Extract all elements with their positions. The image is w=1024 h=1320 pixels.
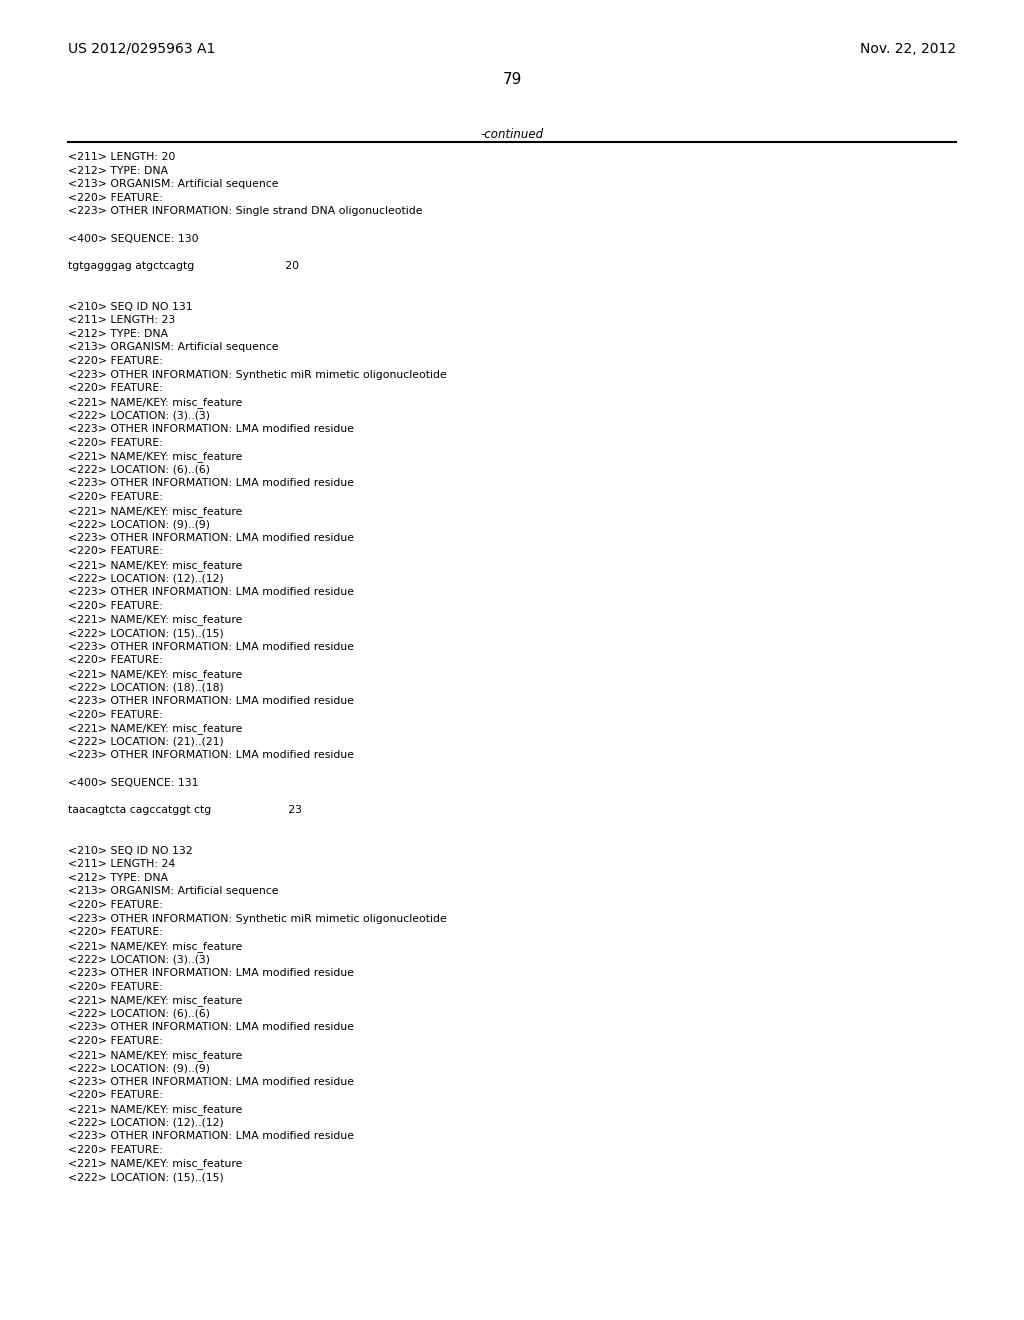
Text: <400> SEQUENCE: 130: <400> SEQUENCE: 130 (68, 234, 199, 244)
Text: <223> OTHER INFORMATION: LMA modified residue: <223> OTHER INFORMATION: LMA modified re… (68, 424, 354, 434)
Text: <220> FEATURE:: <220> FEATURE: (68, 710, 163, 719)
Text: <222> LOCATION: (15)..(15): <222> LOCATION: (15)..(15) (68, 628, 224, 638)
Text: <220> FEATURE:: <220> FEATURE: (68, 438, 163, 447)
Text: <212> TYPE: DNA: <212> TYPE: DNA (68, 329, 168, 339)
Text: <222> LOCATION: (3)..(3): <222> LOCATION: (3)..(3) (68, 954, 210, 965)
Text: <223> OTHER INFORMATION: LMA modified residue: <223> OTHER INFORMATION: LMA modified re… (68, 642, 354, 652)
Text: <220> FEATURE:: <220> FEATURE: (68, 927, 163, 937)
Text: <213> ORGANISM: Artificial sequence: <213> ORGANISM: Artificial sequence (68, 887, 279, 896)
Text: <221> NAME/KEY: misc_feature: <221> NAME/KEY: misc_feature (68, 1104, 243, 1115)
Text: <223> OTHER INFORMATION: LMA modified residue: <223> OTHER INFORMATION: LMA modified re… (68, 750, 354, 760)
Text: <400> SEQUENCE: 131: <400> SEQUENCE: 131 (68, 777, 199, 788)
Text: <220> FEATURE:: <220> FEATURE: (68, 982, 163, 991)
Text: <223> OTHER INFORMATION: LMA modified residue: <223> OTHER INFORMATION: LMA modified re… (68, 533, 354, 543)
Text: <222> LOCATION: (18)..(18): <222> LOCATION: (18)..(18) (68, 682, 224, 693)
Text: <220> FEATURE:: <220> FEATURE: (68, 900, 163, 909)
Text: <220> FEATURE:: <220> FEATURE: (68, 655, 163, 665)
Text: <222> LOCATION: (9)..(9): <222> LOCATION: (9)..(9) (68, 1063, 210, 1073)
Text: <213> ORGANISM: Artificial sequence: <213> ORGANISM: Artificial sequence (68, 180, 279, 189)
Text: <223> OTHER INFORMATION: Synthetic miR mimetic oligonucleotide: <223> OTHER INFORMATION: Synthetic miR m… (68, 913, 446, 924)
Text: <221> NAME/KEY: misc_feature: <221> NAME/KEY: misc_feature (68, 614, 243, 626)
Text: <222> LOCATION: (9)..(9): <222> LOCATION: (9)..(9) (68, 519, 210, 529)
Text: <221> NAME/KEY: misc_feature: <221> NAME/KEY: misc_feature (68, 669, 243, 680)
Text: taacagtcta cagccatggt ctg                      23: taacagtcta cagccatggt ctg 23 (68, 805, 302, 814)
Text: <220> FEATURE:: <220> FEATURE: (68, 193, 163, 203)
Text: <213> ORGANISM: Artificial sequence: <213> ORGANISM: Artificial sequence (68, 342, 279, 352)
Text: <222> LOCATION: (21)..(21): <222> LOCATION: (21)..(21) (68, 737, 224, 747)
Text: <223> OTHER INFORMATION: LMA modified residue: <223> OTHER INFORMATION: LMA modified re… (68, 1131, 354, 1142)
Text: <220> FEATURE:: <220> FEATURE: (68, 1036, 163, 1045)
Text: <222> LOCATION: (12)..(12): <222> LOCATION: (12)..(12) (68, 1118, 224, 1127)
Text: <210> SEQ ID NO 132: <210> SEQ ID NO 132 (68, 846, 193, 855)
Text: <223> OTHER INFORMATION: LMA modified residue: <223> OTHER INFORMATION: LMA modified re… (68, 968, 354, 978)
Text: Nov. 22, 2012: Nov. 22, 2012 (860, 42, 956, 55)
Text: <223> OTHER INFORMATION: LMA modified residue: <223> OTHER INFORMATION: LMA modified re… (68, 696, 354, 706)
Text: <221> NAME/KEY: misc_feature: <221> NAME/KEY: misc_feature (68, 995, 243, 1006)
Text: <210> SEQ ID NO 131: <210> SEQ ID NO 131 (68, 301, 193, 312)
Text: <221> NAME/KEY: misc_feature: <221> NAME/KEY: misc_feature (68, 397, 243, 408)
Text: -continued: -continued (480, 128, 544, 141)
Text: <220> FEATURE:: <220> FEATURE: (68, 492, 163, 502)
Text: <212> TYPE: DNA: <212> TYPE: DNA (68, 873, 168, 883)
Text: <212> TYPE: DNA: <212> TYPE: DNA (68, 165, 168, 176)
Text: <220> FEATURE:: <220> FEATURE: (68, 383, 163, 393)
Text: <221> NAME/KEY: misc_feature: <221> NAME/KEY: misc_feature (68, 1049, 243, 1060)
Text: <211> LENGTH: 20: <211> LENGTH: 20 (68, 152, 175, 162)
Text: <221> NAME/KEY: misc_feature: <221> NAME/KEY: misc_feature (68, 560, 243, 572)
Text: <223> OTHER INFORMATION: LMA modified residue: <223> OTHER INFORMATION: LMA modified re… (68, 478, 354, 488)
Text: <220> FEATURE:: <220> FEATURE: (68, 1090, 163, 1101)
Text: <211> LENGTH: 24: <211> LENGTH: 24 (68, 859, 175, 869)
Text: <221> NAME/KEY: misc_feature: <221> NAME/KEY: misc_feature (68, 941, 243, 952)
Text: <222> LOCATION: (6)..(6): <222> LOCATION: (6)..(6) (68, 465, 210, 475)
Text: US 2012/0295963 A1: US 2012/0295963 A1 (68, 42, 215, 55)
Text: <222> LOCATION: (6)..(6): <222> LOCATION: (6)..(6) (68, 1008, 210, 1019)
Text: 79: 79 (503, 73, 521, 87)
Text: <223> OTHER INFORMATION: Single strand DNA oligonucleotide: <223> OTHER INFORMATION: Single strand D… (68, 206, 423, 216)
Text: <222> LOCATION: (12)..(12): <222> LOCATION: (12)..(12) (68, 574, 224, 583)
Text: <211> LENGTH: 23: <211> LENGTH: 23 (68, 315, 175, 325)
Text: <221> NAME/KEY: misc_feature: <221> NAME/KEY: misc_feature (68, 1159, 243, 1170)
Text: <221> NAME/KEY: misc_feature: <221> NAME/KEY: misc_feature (68, 451, 243, 462)
Text: <220> FEATURE:: <220> FEATURE: (68, 356, 163, 366)
Text: <222> LOCATION: (3)..(3): <222> LOCATION: (3)..(3) (68, 411, 210, 420)
Text: <220> FEATURE:: <220> FEATURE: (68, 1144, 163, 1155)
Text: <221> NAME/KEY: misc_feature: <221> NAME/KEY: misc_feature (68, 723, 243, 734)
Text: tgtgagggag atgctcagtg                          20: tgtgagggag atgctcagtg 20 (68, 261, 299, 271)
Text: <223> OTHER INFORMATION: Synthetic miR mimetic oligonucleotide: <223> OTHER INFORMATION: Synthetic miR m… (68, 370, 446, 380)
Text: <221> NAME/KEY: misc_feature: <221> NAME/KEY: misc_feature (68, 506, 243, 516)
Text: <223> OTHER INFORMATION: LMA modified residue: <223> OTHER INFORMATION: LMA modified re… (68, 1023, 354, 1032)
Text: <223> OTHER INFORMATION: LMA modified residue: <223> OTHER INFORMATION: LMA modified re… (68, 1077, 354, 1086)
Text: <220> FEATURE:: <220> FEATURE: (68, 601, 163, 611)
Text: <222> LOCATION: (15)..(15): <222> LOCATION: (15)..(15) (68, 1172, 224, 1181)
Text: <220> FEATURE:: <220> FEATURE: (68, 546, 163, 557)
Text: <223> OTHER INFORMATION: LMA modified residue: <223> OTHER INFORMATION: LMA modified re… (68, 587, 354, 597)
